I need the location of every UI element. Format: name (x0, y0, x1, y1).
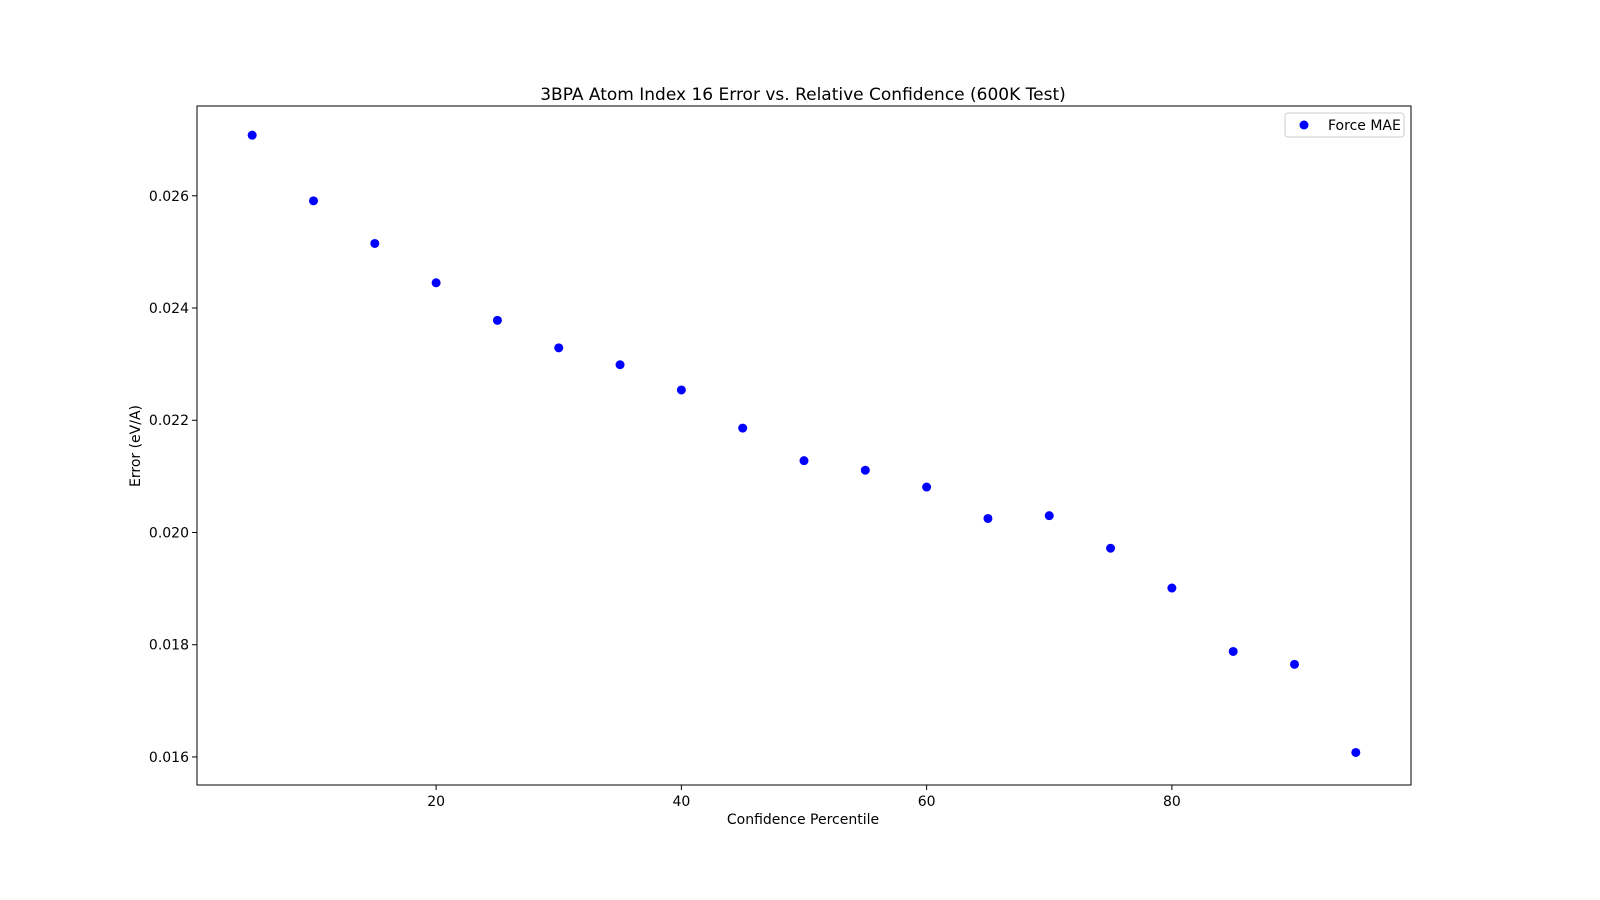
y-tick-label: 0.016 (149, 750, 189, 766)
legend: Force MAE (1284, 112, 1405, 138)
plot-frame (196, 105, 1412, 786)
y-tick-label: 0.024 (149, 301, 189, 317)
y-tick-label: 0.022 (149, 413, 189, 429)
y-tick-label: 0.018 (149, 638, 189, 654)
data-point (983, 513, 993, 523)
data-point (1044, 511, 1054, 521)
data-point (615, 360, 625, 370)
data-point (1290, 659, 1300, 669)
data-point (676, 385, 686, 395)
data-point (431, 278, 441, 288)
plot-area (247, 130, 1361, 757)
x-tick-label: 40 (672, 794, 690, 810)
y-axis-label: Error (eV/A) (128, 405, 144, 487)
data-point (370, 238, 380, 248)
data-point (308, 196, 318, 206)
x-axis-label: Confidence Percentile (727, 812, 879, 828)
data-point (247, 130, 257, 140)
y-axis: 0.016 0.018 0.020 0.022 0.024 0.026 (149, 189, 197, 766)
legend-label: Force MAE (1328, 118, 1401, 134)
data-point (799, 456, 809, 466)
data-point (492, 315, 502, 325)
legend-box (1284, 112, 1405, 138)
x-tick-label: 80 (1163, 794, 1181, 810)
data-point (1167, 583, 1177, 593)
data-point (922, 482, 932, 492)
data-point (860, 465, 870, 475)
data-point (554, 343, 564, 353)
y-tick-label: 0.026 (149, 189, 189, 205)
data-point (1106, 543, 1116, 553)
data-point (1351, 747, 1361, 757)
chart-title: 3BPA Atom Index 16 Error vs. Relative Co… (540, 85, 1066, 105)
x-tick-label: 20 (427, 794, 445, 810)
legend-marker (1299, 120, 1309, 130)
data-point (738, 423, 748, 433)
data-point (1228, 646, 1238, 656)
x-tick-label: 60 (918, 794, 936, 810)
x-axis: 20 40 60 80 (427, 785, 1181, 810)
y-tick-label: 0.020 (149, 525, 189, 541)
